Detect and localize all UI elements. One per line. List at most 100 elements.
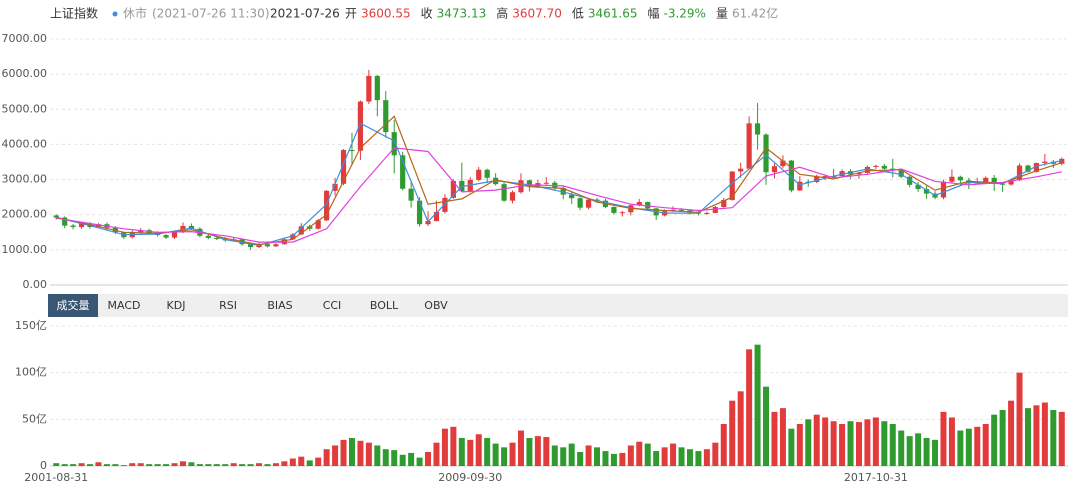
field-label: 低 — [572, 7, 584, 21]
field-label: 开 — [345, 7, 357, 21]
candle-body — [636, 202, 642, 206]
volume-bar — [416, 457, 423, 466]
volume-bar — [1050, 410, 1057, 466]
candle-body — [881, 165, 887, 169]
candle-body — [907, 176, 913, 185]
candle-body — [1025, 165, 1031, 172]
volume-bar — [855, 422, 862, 466]
candle-body — [780, 160, 786, 167]
candle-body — [95, 224, 102, 228]
candle-body — [1016, 165, 1023, 181]
volume-bar — [332, 445, 339, 466]
volume-bar — [636, 441, 643, 466]
volume-bar — [171, 463, 178, 466]
candle-body — [62, 217, 68, 226]
volume-bar — [467, 439, 474, 466]
volume-bar — [256, 463, 263, 466]
volume-bar — [948, 417, 955, 466]
candle-body — [1008, 180, 1014, 185]
candle-body — [476, 169, 482, 180]
volume-bar — [239, 464, 246, 466]
candle-body — [366, 75, 372, 102]
volume-bar — [729, 400, 736, 466]
moving-average-line — [56, 122, 1062, 246]
tab[interactable]: MACD — [108, 299, 141, 312]
candle-body — [585, 199, 592, 208]
candle-body — [70, 225, 76, 228]
tab[interactable]: BIAS — [267, 299, 292, 312]
volume-bar — [526, 438, 533, 466]
date: 2021-07-26 — [270, 7, 340, 21]
tab[interactable]: RSI — [219, 299, 237, 312]
volume-bar — [720, 424, 727, 466]
volume-bar — [112, 464, 119, 466]
candle-body — [957, 176, 963, 181]
volume-bar — [796, 424, 803, 466]
volume-bar — [594, 447, 601, 466]
y-tick-label: 0 — [40, 459, 47, 472]
index-name: 上证指数 — [50, 6, 98, 21]
tab[interactable]: OBV — [424, 299, 448, 312]
field-value: 3600.55 — [361, 7, 411, 21]
candle-body — [645, 202, 651, 209]
candle-body — [991, 177, 997, 184]
y-tick-label: 5000.00 — [2, 102, 48, 115]
candle-body — [839, 171, 845, 177]
tab[interactable]: KDJ — [167, 299, 186, 312]
candle-body — [315, 220, 321, 229]
y-tick-label: 2000.00 — [2, 208, 48, 221]
candle-body — [940, 181, 947, 198]
tab[interactable]: 成交量 — [57, 298, 90, 312]
volume-bar — [501, 447, 508, 466]
candle-body — [450, 180, 456, 198]
candle-body — [873, 165, 879, 167]
candle-body — [1042, 161, 1048, 164]
volume-bar — [610, 453, 617, 466]
y-tick-label: 4000.00 — [2, 137, 48, 150]
candle-body — [619, 212, 625, 214]
volume-bar — [306, 460, 313, 466]
volume-bar — [230, 463, 237, 466]
field-value: 61.42亿 — [732, 6, 778, 21]
volume-bar — [441, 428, 448, 466]
candle-body — [357, 101, 364, 151]
candle-body — [349, 150, 355, 152]
volume-bar — [957, 430, 964, 466]
volume-bar — [889, 424, 896, 466]
volume-bar — [281, 461, 288, 466]
volume-bar — [95, 462, 102, 466]
volume-bar — [357, 440, 364, 466]
volume-bar — [1016, 372, 1023, 466]
field-label: 高 — [496, 6, 508, 21]
volume-bar — [923, 438, 930, 466]
volume-bar — [551, 445, 558, 466]
volume-bar — [196, 464, 203, 466]
volume-bar — [703, 449, 710, 466]
candle-body — [712, 206, 718, 213]
volume-bar — [746, 349, 753, 466]
field-label: 收 — [421, 7, 433, 21]
volume-bar — [940, 411, 947, 466]
volume-bar — [264, 464, 271, 466]
volume-bar — [120, 465, 127, 466]
field-value: 3473.13 — [437, 7, 487, 21]
volume-bar — [188, 462, 195, 466]
volume-bar — [315, 457, 322, 466]
candle-body — [771, 166, 778, 173]
volume-bar — [391, 450, 398, 466]
volume-bar — [247, 464, 254, 466]
volume-bar — [1033, 405, 1040, 466]
volume-bar — [822, 417, 829, 466]
candle-body — [416, 200, 423, 225]
volume-bar — [70, 464, 77, 466]
candle-body — [374, 75, 380, 101]
candle-body — [704, 212, 710, 214]
volume-bar — [146, 464, 153, 466]
volume-bar — [585, 445, 592, 466]
tab[interactable]: CCI — [323, 299, 342, 312]
candle-body — [425, 221, 431, 225]
candle-body — [797, 181, 803, 191]
candle-body — [433, 211, 440, 222]
candle-body — [738, 168, 744, 172]
tab[interactable]: BOLL — [370, 299, 399, 312]
